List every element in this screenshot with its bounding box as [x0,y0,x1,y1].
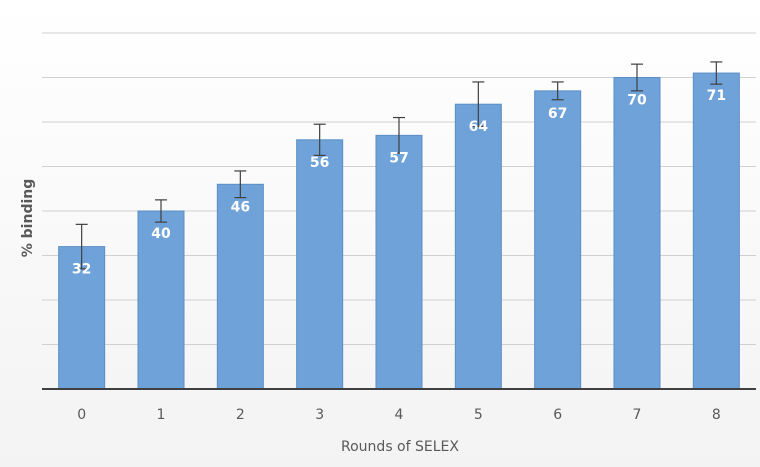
data-label: 70 [627,93,647,109]
data-label: 57 [389,150,408,166]
data-labels: 32 40 46 56 57 64 67 70 71 [72,88,726,278]
data-label: 71 [707,88,726,104]
data-label: 46 [231,199,250,215]
data-label: 40 [151,226,171,242]
bars [58,72,740,390]
x-axis-title: Rounds of SELEX [341,439,459,455]
error-bars [75,61,723,270]
bar [137,210,185,390]
x-tick-label: 0 [77,407,86,423]
bar [216,183,264,390]
x-tick-label: 8 [712,407,721,423]
bar [296,139,344,390]
x-tick-label: 1 [157,407,166,423]
data-label: 32 [72,262,91,278]
x-tick-label: 2 [236,407,245,423]
x-tick-label: 7 [633,407,642,423]
x-tick-label: 5 [474,407,483,423]
bar [692,72,740,390]
data-label: 56 [310,155,329,171]
data-label: 64 [469,119,489,135]
x-tick-labels: 0 1 2 3 4 5 6 7 8 [77,407,721,423]
bar [58,246,106,390]
x-tick-label: 6 [553,407,562,423]
bar [613,77,661,390]
data-label: 67 [548,106,567,122]
bar [534,90,582,390]
bar [454,103,502,390]
x-tick-label: 4 [395,407,404,423]
y-axis-title: % binding [20,179,36,258]
x-tick-label: 3 [315,407,324,423]
bar [375,134,423,390]
